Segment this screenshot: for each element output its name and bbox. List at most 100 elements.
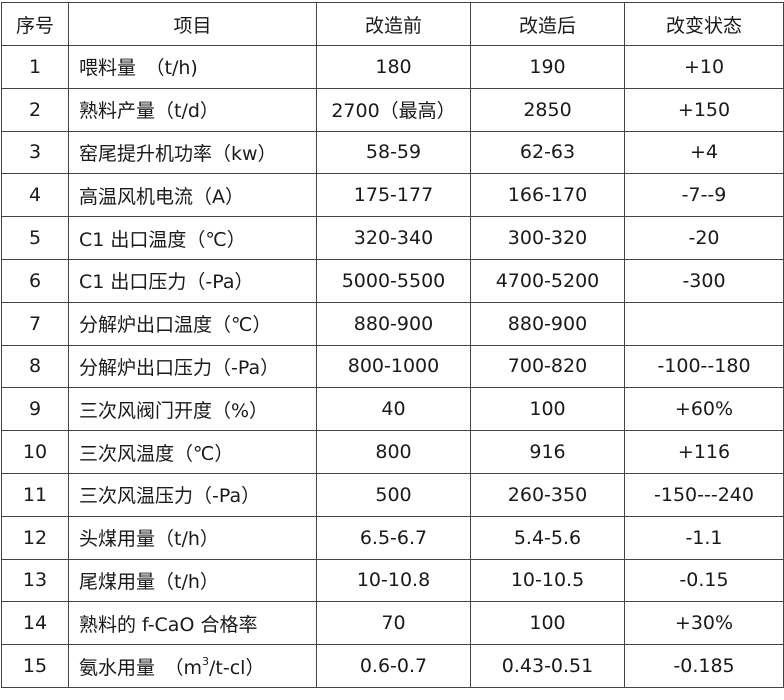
cell-before: 2700（最高） (316, 87, 471, 132)
cell-after: 5.4-5.6 (470, 515, 625, 560)
cell-before: 180 (316, 45, 471, 89)
cell-before: 10-10.8 (316, 558, 471, 603)
cell-before: 320-340 (316, 216, 471, 260)
cell-before: 800 (316, 430, 471, 474)
cell-change: +10 (624, 45, 784, 89)
cell-no: 10 (1, 430, 69, 474)
table-row: 8 分解炉出口压力（-Pa） 800-1000 700-820 -100--180 (1, 344, 784, 389)
cell-no: 3 (1, 130, 69, 175)
cell-item: 头煤用量（t/h） (68, 515, 317, 560)
table-row: 7 分解炉出口温度（℃） 880-900 880-900 (1, 301, 784, 346)
cell-change: -100--180 (624, 344, 784, 389)
cell-change: +150 (624, 87, 784, 132)
table-row: 2 熟料产量（t/d） 2700（最高） 2850 +150 (1, 87, 784, 132)
cell-item: C1 出口压力（-Pa） (68, 258, 317, 303)
table-row: 5 C1 出口温度（℃） 320-340 300-320 -20 (1, 216, 784, 260)
cell-no: 14 (1, 601, 69, 646)
cell-after: 700-820 (470, 344, 625, 389)
cell-after: 916 (470, 430, 625, 474)
cell-no: 4 (1, 173, 69, 218)
cell-change: +60% (624, 387, 784, 432)
table-row: 4 高温风机电流（A） 175-177 166-170 -7--9 (1, 173, 784, 218)
cell-no: 8 (1, 344, 69, 389)
comparison-table: 序号 项目 改造前 改造后 改变状态 1 喂料量 （t/h) 180 190 +10 2 熟… (1, 2, 784, 688)
cell-item: C1 出口温度（℃） (68, 216, 317, 260)
cell-no: 12 (1, 515, 69, 560)
cell-after: 190 (470, 45, 625, 89)
cell-after: 260-350 (470, 472, 625, 517)
cell-no: 13 (1, 558, 69, 603)
cell-item: 三次风阀门开度（%） (68, 387, 317, 432)
table-row: 13 尾煤用量（t/h） 10-10.8 10-10.5 -0.15 (1, 558, 784, 603)
item-superscript: 3 (202, 654, 210, 668)
cell-no: 11 (1, 472, 69, 517)
cell-before: 500 (316, 472, 471, 517)
cell-change: -20 (624, 216, 784, 260)
table-row: 11 三次风温压力（-Pa） 500 260-350 -150---240 (1, 472, 784, 517)
cell-change: -1.1 (624, 515, 784, 560)
cell-change: -7--9 (624, 173, 784, 218)
cell-item: 三次风温压力（-Pa） (68, 472, 317, 517)
cell-after: 166-170 (470, 173, 625, 218)
cell-change: -0.185 (624, 644, 784, 688)
header-change: 改变状态 (624, 2, 784, 46)
item-text: 氨水用量 （m (79, 656, 203, 679)
table-row: 9 三次风阀门开度（%） 40 100 +60% (1, 387, 784, 432)
cell-after: 2850 (470, 87, 625, 132)
header-item: 项目 (68, 2, 317, 46)
cell-before: 880-900 (316, 301, 471, 346)
cell-no: 6 (1, 258, 69, 303)
cell-item: 熟料的 f-CaO 合格率 (68, 601, 317, 646)
table-row: 6 C1 出口压力（-Pa） 5000-5500 4700-5200 -300 (1, 258, 784, 303)
cell-change: +116 (624, 430, 784, 474)
cell-after: 880-900 (470, 301, 625, 346)
header-before: 改造前 (316, 2, 471, 46)
cell-change (624, 301, 784, 346)
cell-change: -0.15 (624, 558, 784, 603)
cell-before: 800-1000 (316, 344, 471, 389)
table-row: 10 三次风温度（℃） 800 916 +116 (1, 430, 784, 474)
cell-item: 分解炉出口温度（℃） (68, 301, 317, 346)
cell-item: 熟料产量（t/d） (68, 87, 317, 132)
cell-before: 6.5-6.7 (316, 515, 471, 560)
cell-no: 5 (1, 216, 69, 260)
cell-no: 9 (1, 387, 69, 432)
cell-item: 三次风温度（℃） (68, 430, 317, 474)
cell-item: 尾煤用量（t/h） (68, 558, 317, 603)
cell-change: +4 (624, 130, 784, 175)
cell-item: 分解炉出口压力（-Pa） (68, 344, 317, 389)
cell-change: +30% (624, 601, 784, 646)
table-row: 14 熟料的 f-CaO 合格率 70 100 +30% (1, 601, 784, 646)
cell-after: 0.43-0.51 (470, 644, 625, 688)
cell-after: 100 (470, 387, 625, 432)
cell-after: 4700-5200 (470, 258, 625, 303)
cell-no: 7 (1, 301, 69, 346)
cell-item: 氨水用量 （m3/t-cl） (68, 644, 317, 688)
header-after: 改造后 (470, 2, 625, 46)
cell-after: 62-63 (470, 130, 625, 175)
cell-item: 高温风机电流（A） (68, 173, 317, 218)
cell-before: 40 (316, 387, 471, 432)
item-text-suffix: /t-cl） (209, 656, 265, 679)
table-row: 1 喂料量 （t/h) 180 190 +10 (1, 45, 784, 89)
cell-item: 窑尾提升机功率（kw） (68, 130, 317, 175)
header-row: 序号 项目 改造前 改造后 改变状态 (1, 2, 784, 46)
cell-before: 0.6-0.7 (316, 644, 471, 688)
cell-change: -300 (624, 258, 784, 303)
table-row: 3 窑尾提升机功率（kw） 58-59 62-63 +4 (1, 130, 784, 175)
table-row: 15 氨水用量 （m3/t-cl） 0.6-0.7 0.43-0.51 -0.1… (1, 644, 784, 688)
cell-change: -150---240 (624, 472, 784, 517)
cell-before: 175-177 (316, 173, 471, 218)
cell-after: 10-10.5 (470, 558, 625, 603)
cell-before: 5000-5500 (316, 258, 471, 303)
cell-after: 300-320 (470, 216, 625, 260)
cell-no: 2 (1, 87, 69, 132)
table-row: 12 头煤用量（t/h） 6.5-6.7 5.4-5.6 -1.1 (1, 515, 784, 560)
cell-after: 100 (470, 601, 625, 646)
header-no: 序号 (1, 2, 69, 46)
cell-no: 15 (1, 644, 69, 688)
cell-before: 70 (316, 601, 471, 646)
cell-item: 喂料量 （t/h) (68, 45, 317, 89)
cell-before: 58-59 (316, 130, 471, 175)
cell-no: 1 (1, 45, 69, 89)
